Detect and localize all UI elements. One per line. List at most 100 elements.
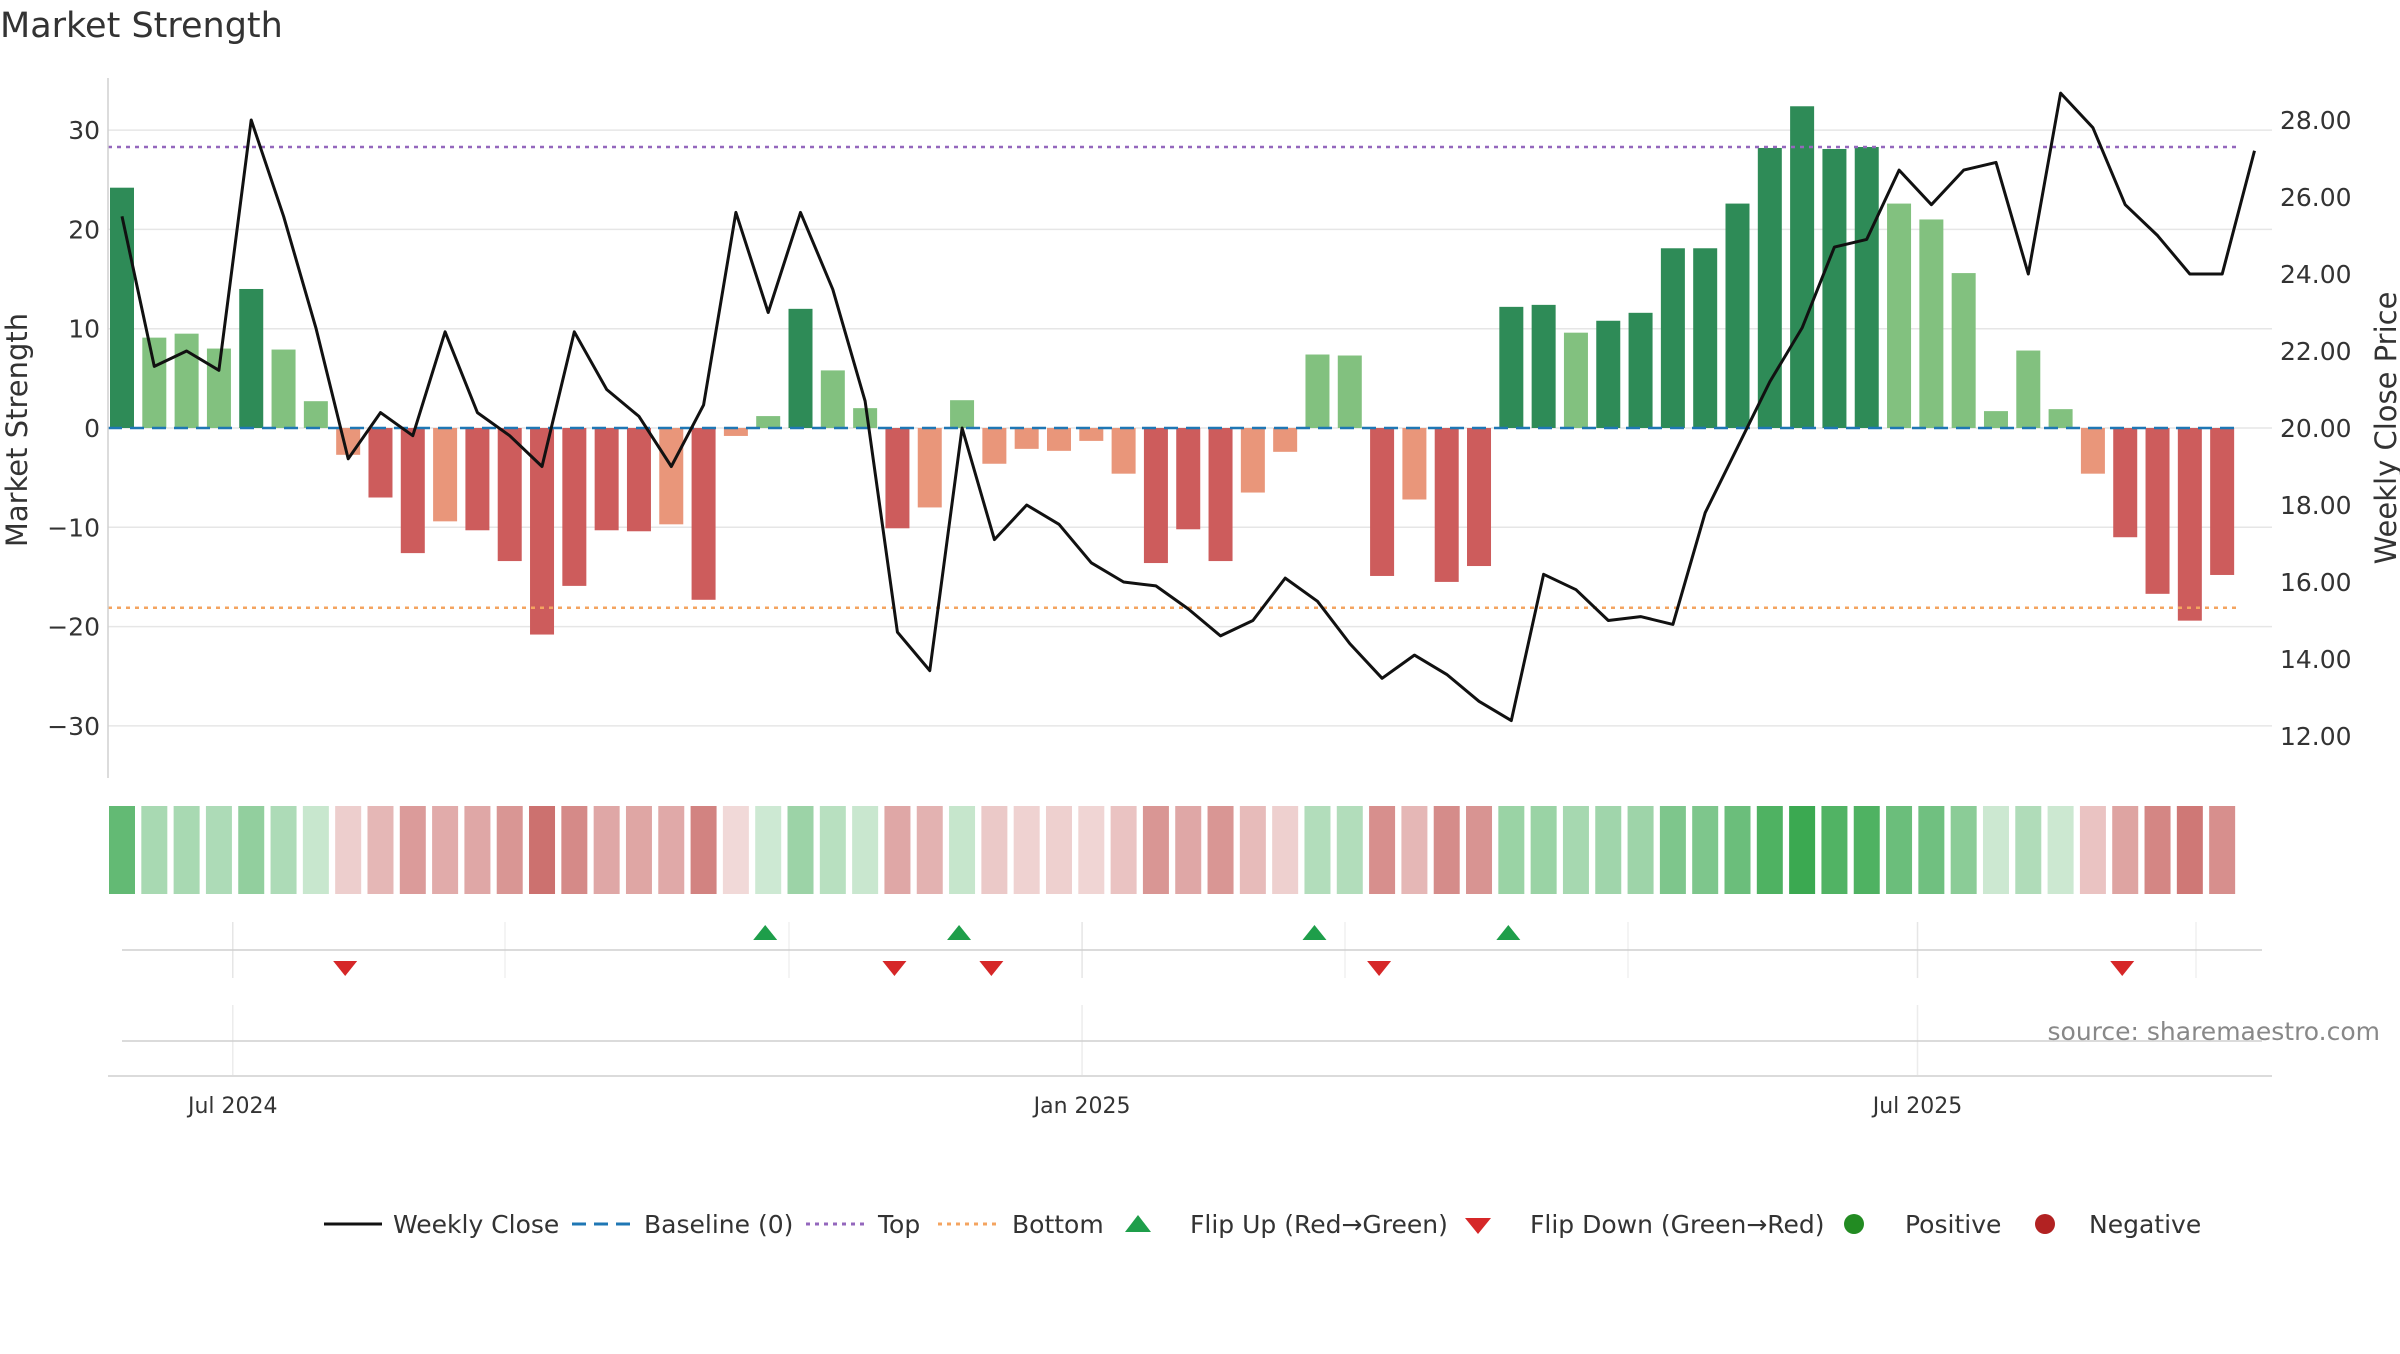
x-tick-label: Jan 2025 bbox=[1032, 1094, 1131, 1119]
grid-layer bbox=[108, 129, 2272, 1075]
heat-cell bbox=[1627, 806, 1654, 894]
strength-bar bbox=[1563, 332, 1588, 428]
strength-bar bbox=[982, 428, 1007, 464]
strength-bar bbox=[1305, 354, 1330, 428]
flip-down-marker bbox=[882, 961, 907, 976]
strength-bar bbox=[2080, 428, 2105, 474]
strength-bar bbox=[756, 416, 781, 428]
heat-cell bbox=[1142, 806, 1169, 894]
strength-bar bbox=[1693, 248, 1718, 428]
legend-swatch-flip-up bbox=[1125, 1215, 1151, 1232]
legend-label: Top bbox=[877, 1210, 920, 1239]
heat-cell bbox=[238, 806, 265, 894]
strength-bar bbox=[1402, 428, 1427, 500]
strength-bar bbox=[1434, 428, 1459, 582]
strength-bar bbox=[2145, 428, 2170, 594]
y-tick-left: 20 bbox=[68, 215, 100, 244]
strength-bar bbox=[1143, 428, 1168, 564]
heat-cell bbox=[1272, 806, 1299, 894]
strength-bar bbox=[1499, 306, 1524, 428]
heat-cell bbox=[916, 806, 943, 894]
strength-bar bbox=[1240, 428, 1265, 493]
heat-cell bbox=[367, 806, 394, 894]
heat-cell bbox=[270, 806, 297, 894]
strength-bar bbox=[1176, 428, 1201, 530]
y-axis-left-label: Market Strength bbox=[0, 313, 34, 547]
heat-cell bbox=[593, 806, 620, 894]
y-tick-right: 14.00 bbox=[2280, 645, 2352, 674]
heat-cell bbox=[625, 806, 652, 894]
y-tick-right: 20.00 bbox=[2280, 414, 2352, 443]
heat-cell bbox=[722, 806, 749, 894]
heat-cell bbox=[884, 806, 911, 894]
strength-bar bbox=[433, 428, 458, 522]
y-tick-right: 24.00 bbox=[2280, 260, 2352, 289]
heat-cell bbox=[496, 806, 523, 894]
strength-bar bbox=[368, 428, 393, 498]
x-tick-label: Jul 2024 bbox=[186, 1094, 278, 1119]
strength-bar bbox=[303, 401, 328, 428]
heat-cell bbox=[1433, 806, 1460, 894]
flip-up-marker bbox=[1302, 925, 1327, 940]
legend-label: Positive bbox=[1905, 1210, 2001, 1239]
y-tick-left: 10 bbox=[68, 315, 100, 344]
strength-bar bbox=[1790, 106, 1815, 428]
heat-cell bbox=[2176, 806, 2203, 894]
strength-bar bbox=[723, 428, 748, 436]
strength-bar bbox=[2210, 428, 2235, 575]
heat-cell bbox=[173, 806, 200, 894]
heat-cell bbox=[1498, 806, 1525, 894]
heat-cell bbox=[1078, 806, 1105, 894]
strength-bar bbox=[465, 428, 490, 531]
strength-bar bbox=[1951, 273, 1976, 428]
heat-strip bbox=[109, 806, 2236, 894]
strength-bar bbox=[1757, 147, 1782, 428]
strength-bar bbox=[659, 428, 684, 525]
flip-up-marker bbox=[753, 925, 778, 940]
y-tick-right: 16.00 bbox=[2280, 568, 2352, 597]
heat-cell bbox=[2079, 806, 2106, 894]
heat-cell bbox=[1918, 806, 1945, 894]
heat-cell bbox=[755, 806, 782, 894]
strength-bar bbox=[1919, 219, 1944, 428]
legend-label: Negative bbox=[2089, 1210, 2201, 1239]
heat-cell bbox=[1336, 806, 1363, 894]
strength-bar bbox=[1854, 146, 1879, 428]
heat-cell bbox=[1724, 806, 1751, 894]
strength-bar bbox=[110, 187, 134, 428]
strength-bar bbox=[1983, 411, 2008, 428]
heat-cell bbox=[2047, 806, 2074, 894]
strength-bar bbox=[497, 428, 522, 562]
strength-bar bbox=[917, 428, 942, 508]
y-tick-left: −10 bbox=[47, 513, 100, 542]
strength-bar bbox=[1887, 203, 1912, 428]
heat-cell bbox=[981, 806, 1008, 894]
strength-bar bbox=[1628, 312, 1653, 428]
strength-bar bbox=[1370, 428, 1395, 576]
heat-cell bbox=[302, 806, 329, 894]
heat-cell bbox=[1045, 806, 1072, 894]
flip-down-marker bbox=[333, 961, 358, 976]
axis-layer: 30 20 10 0 −10 −20 −30 28.00 26.00 24.00 22.00 20.0… bbox=[47, 78, 2352, 778]
strength-bar bbox=[1208, 428, 1233, 562]
heat-cell bbox=[1401, 806, 1428, 894]
heat-cell bbox=[1821, 806, 1848, 894]
heat-cell bbox=[529, 806, 556, 894]
heat-cell bbox=[1175, 806, 1202, 894]
heat-cell bbox=[1982, 806, 2009, 894]
strength-bar bbox=[271, 349, 296, 428]
x-axis: Jul 2024 Jan 2025 Jul 2025 bbox=[108, 1075, 2272, 1119]
heat-cell bbox=[1789, 806, 1816, 894]
heat-cell bbox=[1304, 806, 1331, 894]
heat-cell bbox=[141, 806, 168, 894]
strength-bar bbox=[1079, 428, 1104, 441]
legend-label: Baseline (0) bbox=[644, 1210, 793, 1239]
y-tick-left: −20 bbox=[47, 613, 100, 642]
strength-bar bbox=[788, 308, 813, 428]
strength-bar bbox=[239, 288, 264, 428]
y-tick-left: 30 bbox=[68, 116, 100, 145]
heat-cell bbox=[1530, 806, 1557, 894]
heat-cell bbox=[1110, 806, 1137, 894]
heat-cell bbox=[2209, 806, 2236, 894]
